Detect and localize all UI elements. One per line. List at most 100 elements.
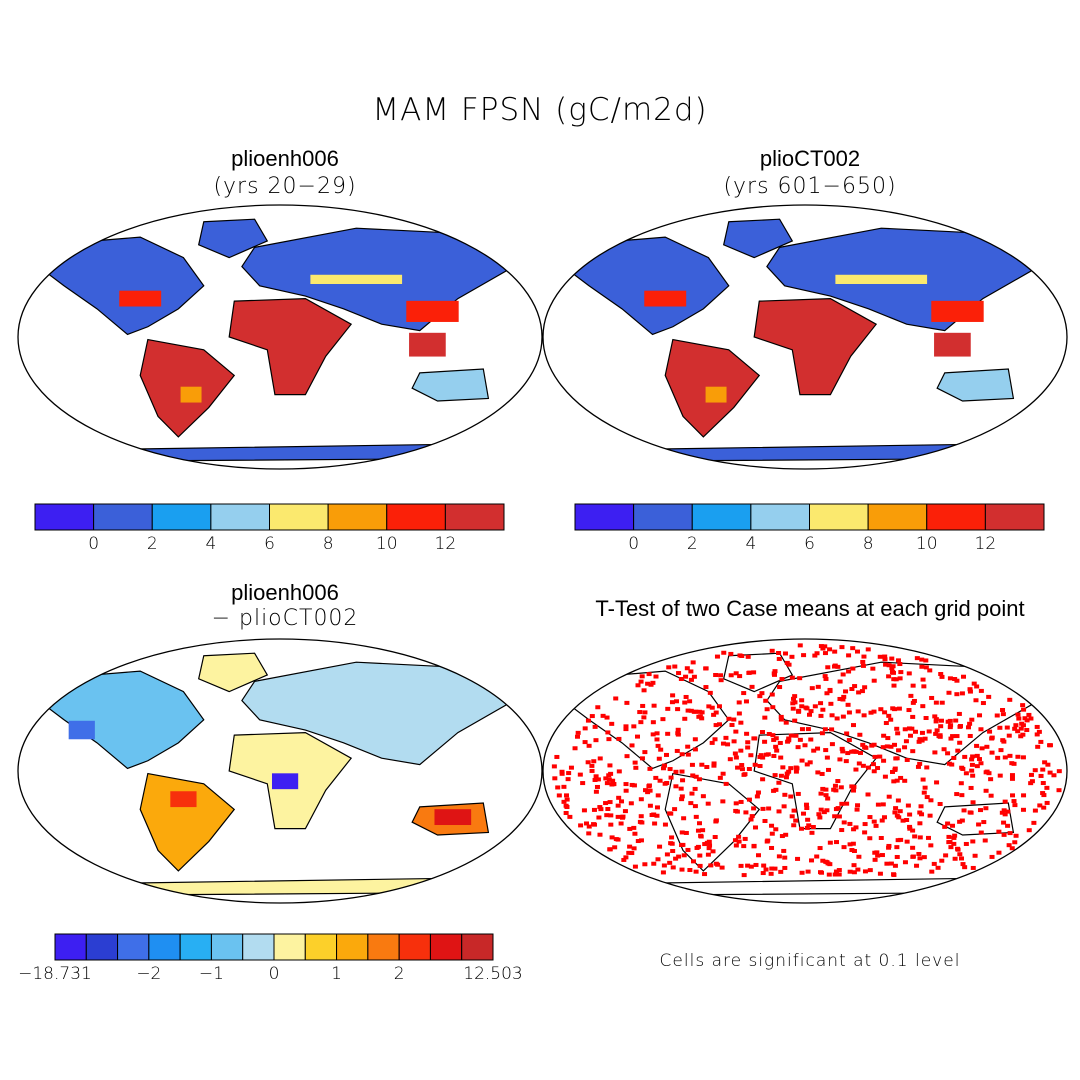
significant-cell — [861, 713, 867, 718]
significant-cell — [860, 763, 866, 768]
significant-cell — [651, 861, 657, 866]
significant-cell — [654, 737, 660, 742]
significant-cell — [597, 756, 603, 761]
significant-cell — [851, 827, 857, 832]
significant-cell — [886, 794, 892, 799]
significant-cell — [733, 843, 739, 848]
significant-cell — [914, 656, 920, 661]
significant-cell — [885, 736, 891, 741]
significant-cell — [713, 861, 719, 866]
significant-cell — [849, 749, 855, 754]
significant-cell — [946, 761, 952, 766]
significant-cell — [656, 756, 662, 761]
significant-cell — [814, 854, 820, 859]
significant-cell — [684, 666, 690, 671]
significant-cell — [891, 683, 897, 688]
significant-cell — [739, 767, 745, 772]
panel3-map-greenland — [197, 652, 269, 693]
significant-cell — [845, 751, 851, 756]
significant-cell — [735, 765, 741, 770]
significant-cell — [846, 669, 852, 674]
significant-cell — [655, 793, 661, 798]
colorbar-swatch — [367, 933, 400, 961]
significant-cell — [585, 718, 591, 723]
panel3-map-antarctica — [87, 877, 461, 896]
significant-cell — [796, 709, 802, 714]
significant-cell — [632, 831, 638, 836]
significant-cell — [1024, 718, 1030, 723]
significant-cell — [788, 733, 794, 738]
significant-cell — [1000, 712, 1006, 717]
significant-cell — [629, 743, 635, 748]
significant-cell — [894, 778, 900, 783]
colorbar-swatch — [54, 933, 87, 961]
significant-cell — [847, 821, 853, 826]
significant-cell — [938, 672, 944, 677]
significant-cell — [978, 688, 984, 693]
significant-cell — [650, 720, 656, 725]
significant-cell — [559, 771, 565, 776]
panel4-map-samerica — [664, 772, 761, 872]
significant-cell — [631, 724, 637, 729]
significant-cell — [1004, 725, 1010, 730]
colorbar-tick-label: 2 — [686, 534, 698, 554]
significant-cell — [681, 816, 687, 821]
significant-cell — [906, 671, 912, 676]
panel1-map-namerica — [37, 236, 205, 336]
significant-cell — [809, 858, 815, 863]
significant-cell — [889, 666, 895, 671]
significant-cell — [948, 845, 954, 850]
colorbar-swatch — [809, 503, 869, 531]
significant-cell — [894, 813, 900, 818]
significant-cell — [589, 714, 595, 719]
colorbar-swatch — [210, 933, 244, 961]
significant-cell — [847, 869, 853, 874]
significant-cell — [827, 840, 833, 845]
significant-cell — [822, 644, 828, 649]
significant-cell — [947, 676, 953, 681]
significant-cell — [597, 805, 603, 810]
significant-cell — [924, 765, 930, 770]
significant-cell — [672, 664, 678, 669]
significant-cell — [638, 814, 644, 819]
significant-cell — [783, 720, 789, 725]
significant-cell — [978, 761, 984, 766]
colorbar-swatch — [691, 503, 752, 531]
significant-cell — [850, 841, 856, 846]
significant-cell — [877, 871, 883, 876]
significant-cell — [867, 868, 873, 873]
significant-cell — [947, 718, 953, 723]
significant-cell — [605, 806, 611, 811]
significant-cell — [890, 769, 896, 774]
significant-cell — [733, 671, 739, 676]
significant-cell — [744, 731, 750, 736]
significant-cell — [764, 707, 770, 712]
significant-cell — [791, 696, 797, 701]
significant-cell — [771, 737, 777, 742]
significant-cell — [556, 793, 562, 798]
significant-cell — [900, 818, 906, 823]
panel3-title: plioenh006 — [231, 580, 339, 605]
significant-cell — [776, 650, 782, 655]
significant-cell — [1044, 785, 1050, 790]
significant-cell — [980, 701, 986, 706]
significant-cell — [856, 690, 862, 695]
significant-cell — [592, 724, 598, 729]
significant-cell — [751, 806, 757, 811]
significant-cell — [782, 792, 788, 797]
significant-cell — [946, 690, 952, 695]
significant-cell — [679, 797, 685, 802]
significant-cell — [823, 748, 829, 753]
significant-cell — [711, 763, 717, 768]
significant-cell — [910, 714, 916, 719]
significant-cell — [843, 689, 849, 694]
colorbar-tick-label: 12 — [974, 534, 997, 554]
significant-cell — [784, 660, 790, 665]
significant-cell — [945, 751, 951, 756]
colorbar-tick-label: 12.503 — [463, 964, 523, 984]
significant-cell — [778, 869, 784, 874]
significant-cell — [586, 824, 592, 829]
significant-cell — [662, 781, 668, 786]
significant-cell — [685, 708, 691, 713]
significant-cell — [780, 765, 786, 770]
